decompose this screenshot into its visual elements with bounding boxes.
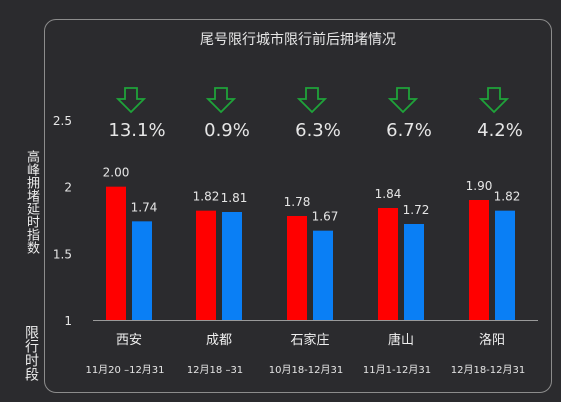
bar-before [106,186,126,320]
change-percent-label: 6.7% [386,120,432,141]
down-arrow-icon [205,87,237,114]
bar-after [222,212,242,320]
down-arrow-icon [296,87,328,114]
bar-after [132,221,152,320]
category-label: 成都 [206,333,232,348]
down-arrow-icon [115,87,147,114]
y-tick-label: 1 [64,314,72,328]
period-label: 10月18-12月31 [269,364,344,376]
category-label: 洛阳 [479,333,505,348]
bar-before [378,208,398,320]
bar-before [196,210,216,320]
value-label-before: 1.78 [284,195,311,209]
value-label-before: 1.82 [193,190,220,204]
period-label: 12月18-12月31 [451,364,526,376]
chart-frame [44,19,552,393]
period-label: 12月18 –31 [187,364,243,376]
value-label-after: 1.82 [494,190,521,204]
value-label-after: 1.81 [221,191,248,205]
period-row-label: 限行时段 [23,325,39,381]
category-label: 石家庄 [290,332,329,348]
chart-title: 尾号限行城市限行前后拥堵情况 [200,31,396,48]
period-label: 11月1-12月31 [363,364,431,376]
value-label-before: 1.90 [466,179,493,193]
bar-after [495,210,515,320]
bar-after [313,230,333,320]
change-percent-label: 6.3% [295,120,341,141]
bar-before [469,200,489,320]
down-arrow-icon [478,87,510,114]
change-percent-label: 4.2% [477,120,523,141]
value-label-after: 1.74 [131,200,158,214]
category-label: 西安 [116,333,142,348]
y-tick-label: 1.5 [53,247,72,261]
bar-before [287,216,307,320]
value-label-after: 1.67 [312,210,339,224]
y-tick-label: 2 [64,181,72,195]
category-label: 唐山 [388,332,414,348]
y-axis-label: 高峰拥堵延时指数 [24,150,39,254]
bar-after [404,224,424,320]
value-label-before: 1.84 [375,187,402,201]
value-label-after: 1.72 [403,203,430,217]
period-label: 11月20 –12月31 [85,364,164,376]
down-arrow-icon [387,87,419,114]
value-label-before: 2.00 [103,166,130,180]
change-percent-label: 13.1% [108,120,165,141]
change-percent-label: 0.9% [204,120,250,141]
y-tick-label: 2.5 [53,114,72,128]
